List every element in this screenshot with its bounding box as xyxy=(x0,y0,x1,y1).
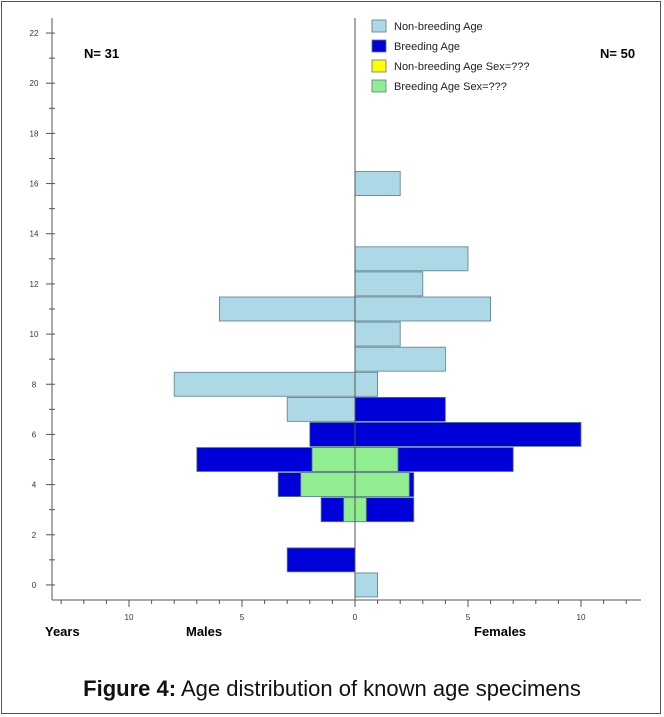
labels-layer: N= 31 N= 50 Years Males Females xyxy=(45,46,635,639)
legend-swatch xyxy=(371,79,387,93)
x-tick-label: 5 xyxy=(240,613,245,622)
y-tick-label: 4 xyxy=(32,481,37,490)
y-tick-label: 10 xyxy=(30,330,39,339)
y-tick-label: 16 xyxy=(30,180,39,189)
legend-swatch xyxy=(371,19,387,33)
bar-females xyxy=(354,246,469,272)
y-tick-label: 8 xyxy=(32,380,37,389)
bar-males xyxy=(309,422,356,447)
bar-males xyxy=(173,371,356,397)
legend-label: Non-breeding Age Sex=??? xyxy=(394,61,529,73)
bar-females xyxy=(354,447,399,472)
bar-females xyxy=(354,171,401,196)
y-tick-label: 12 xyxy=(30,280,39,289)
y-tick-label: 6 xyxy=(32,430,37,439)
bar-females xyxy=(354,497,367,523)
x-tick-label: 5 xyxy=(466,613,471,622)
bar-females xyxy=(354,572,379,598)
bar-males xyxy=(286,547,356,573)
y-tick-label: 20 xyxy=(30,79,39,88)
bar-females xyxy=(354,396,446,422)
y-tick-label: 0 xyxy=(32,581,37,590)
y-axis-title: Years xyxy=(45,624,80,639)
bar-females xyxy=(354,321,401,347)
n-males-label: N= 31 xyxy=(84,46,119,61)
axes-layer: 0 2 4 6 8 10 12 14 16 18 20 22 10 5 0 5 10 xyxy=(30,18,641,622)
males-axis-label: Males xyxy=(186,624,222,639)
bars-layer xyxy=(173,171,582,598)
bar-males xyxy=(218,296,356,322)
x-tick-label: 10 xyxy=(577,613,586,622)
x-tick-label: 0 xyxy=(353,613,358,622)
bar-males xyxy=(311,447,356,472)
females-axis-label: Females xyxy=(474,624,526,639)
y-tick-label: 22 xyxy=(30,29,39,38)
bar-males xyxy=(300,472,356,498)
legend-swatch xyxy=(371,59,387,73)
legend-label: Breeding Age xyxy=(394,41,460,53)
y-tick-label: 2 xyxy=(32,531,37,540)
y-tick-label: 14 xyxy=(30,230,39,239)
bar-females xyxy=(354,472,410,498)
figure-caption: Figure 4: Age distribution of known age … xyxy=(0,676,664,702)
y-tick-label: 18 xyxy=(30,129,39,138)
legend: Non-breeding Age Breeding Age Non-breeding… xyxy=(371,19,529,93)
legend-label: Non-breeding Age xyxy=(394,21,483,33)
legend-label: Breeding Age Sex=??? xyxy=(394,81,507,93)
n-females-label: N= 50 xyxy=(600,46,635,61)
bar-females xyxy=(354,346,446,372)
caption-label: Figure 4: xyxy=(83,676,177,701)
age-pyramid-chart: 0 2 4 6 8 10 12 14 16 18 20 22 10 5 0 5 10 N= 31 N= 50 Y… xyxy=(30,18,641,639)
bar-females xyxy=(354,422,582,447)
bar-females xyxy=(354,296,492,322)
bar-females xyxy=(354,271,424,297)
bar-females xyxy=(354,371,379,397)
caption-text: Age distribution of known age specimens xyxy=(180,676,581,701)
x-tick-label: 10 xyxy=(125,613,134,622)
bar-males xyxy=(343,497,356,523)
legend-swatch xyxy=(371,39,387,53)
bar-males xyxy=(286,396,356,422)
